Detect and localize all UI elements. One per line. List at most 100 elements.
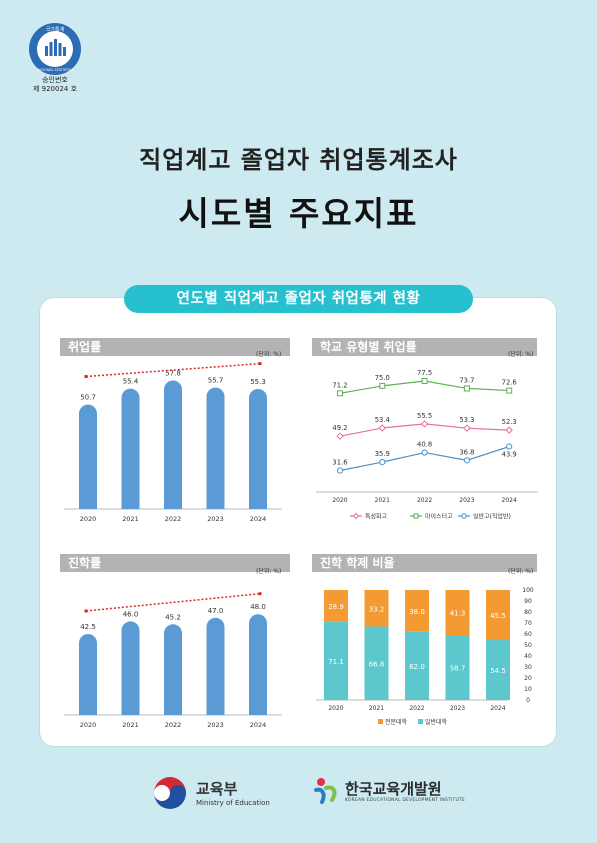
data-label: 53.3 — [459, 416, 474, 424]
y-tick-label: 60 — [524, 631, 532, 638]
series-point — [463, 385, 470, 392]
legend-marker — [352, 512, 360, 520]
data-label: 48.0 — [250, 603, 266, 611]
stack-bar-university — [486, 640, 510, 700]
x-tick-label: 2021 — [122, 515, 139, 523]
legend-label: 일반대학 — [425, 718, 448, 726]
series-point — [506, 387, 513, 394]
seal-ring-text: 국가통계 — [46, 26, 65, 33]
advancement-ratio-chart: 71.1 28.9 2020 66.8 33.2 2021 62.0 38.0 2022 58.7… — [316, 587, 534, 726]
bar — [164, 624, 182, 715]
trend-line — [85, 362, 261, 378]
data-label: 75.0 — [375, 374, 390, 382]
bar — [164, 380, 182, 509]
legend-label: 마이스터고 — [425, 513, 453, 521]
bar — [79, 634, 97, 715]
data-label: 49.2 — [332, 424, 347, 432]
x-tick-label: 2021 — [375, 497, 390, 504]
data-label: 33.2 — [369, 605, 385, 613]
school-type-chart: 71.2 75.0 77.5 73.7 72.6 49.2 53.4 55.5 53.3 52.3… — [316, 369, 538, 521]
section-pill: 연도별 직업계고 졸업자 취업통계 현황 — [124, 285, 473, 313]
x-tick-label: 2023 — [207, 515, 224, 523]
x-tick-label: 2020 — [80, 721, 97, 729]
legend-swatch — [418, 719, 423, 724]
data-label: 55.7 — [208, 377, 224, 385]
data-label: 72.6 — [502, 379, 517, 387]
stack-bar-university — [445, 635, 470, 700]
bar — [79, 404, 97, 509]
advancement-rate-header: 진학률 — [60, 554, 290, 572]
ministry-name-en: Ministry of Education — [196, 799, 270, 807]
data-label: 53.4 — [375, 416, 390, 424]
series-point — [336, 467, 344, 474]
x-tick-label: 2024 — [250, 721, 267, 729]
data-label: 73.7 — [459, 376, 474, 384]
x-tick-label: 2023 — [450, 705, 465, 712]
stack-bar-college — [364, 590, 389, 627]
page-title: 직업계고 졸업자 취업통계조사 — [139, 146, 458, 174]
bar — [206, 387, 225, 509]
x-tick-label: 2023 — [459, 497, 474, 504]
stack-bar-university — [324, 621, 348, 700]
x-tick-label: 2024 — [250, 515, 267, 523]
data-label: 77.5 — [417, 369, 432, 377]
y-tick-label: 90 — [524, 598, 532, 605]
data-label: 43.9 — [502, 451, 517, 459]
employment-rate-unit: (단위: %) — [256, 351, 282, 358]
y-tick-label: 10 — [524, 686, 532, 693]
data-label: 28.9 — [328, 603, 344, 611]
national-statistics-seal: 국가통계 NATIONAL STATISTICS 승인번호 제 920024 호 — [24, 22, 86, 94]
series-point — [421, 378, 428, 384]
data-label: 42.5 — [80, 623, 96, 631]
data-label: 45.2 — [165, 613, 181, 621]
legend-marker — [413, 513, 419, 519]
bar — [121, 621, 140, 715]
ministry-name: 교육부 — [196, 780, 238, 798]
kedi-logo-icon — [314, 778, 337, 804]
stack-bar-university — [364, 626, 389, 700]
data-label: 54.5 — [490, 667, 506, 675]
x-tick-label: 2022 — [409, 705, 424, 712]
x-tick-label: 2021 — [122, 721, 139, 729]
legend-swatch — [378, 719, 383, 724]
legend-label: 일반고(직업반) — [473, 513, 511, 521]
stack-bar-college — [486, 590, 510, 641]
data-label: 71.2 — [332, 381, 347, 389]
data-label: 45.5 — [490, 612, 506, 620]
data-label: 58.7 — [450, 665, 466, 673]
y-tick-label: 40 — [524, 653, 532, 660]
x-tick-label: 2022 — [165, 515, 182, 523]
x-tick-label: 2020 — [328, 705, 343, 712]
series-point — [463, 457, 470, 464]
school-type-unit: (단위: %) — [508, 351, 534, 358]
x-tick-label: 2020 — [80, 515, 97, 523]
data-label: 55.3 — [250, 378, 266, 386]
kedi-name: 한국교육개발원 — [345, 780, 442, 798]
bar — [249, 614, 267, 715]
x-tick-label: 2022 — [417, 497, 432, 504]
series-point — [420, 420, 429, 428]
stack-bar-college — [324, 590, 348, 622]
data-label: 62.0 — [409, 663, 425, 671]
bar — [249, 388, 267, 509]
approval-label: 승인번호 — [42, 76, 68, 84]
stack-bar-college — [445, 590, 470, 636]
data-label: 55.4 — [123, 378, 139, 386]
y-tick-label: 50 — [524, 642, 532, 649]
series-point — [336, 432, 344, 440]
legend-label: 특성화고 — [365, 513, 388, 521]
employment-rate-chart: 50.7 2020 55.4 2021 57.8 2022 55.7 2023 55.3 2024 — [64, 362, 282, 523]
y-tick-label: 0 — [526, 697, 530, 704]
series-point — [506, 443, 513, 450]
bar — [121, 388, 140, 509]
employment-rate-header: 취업률 — [60, 338, 290, 356]
stack-bar-university — [405, 631, 429, 700]
series-point — [421, 449, 428, 456]
approval-number: 제 920024 호 — [32, 85, 78, 93]
y-tick-label: 80 — [524, 609, 532, 616]
advancement-ratio-header: 진학 학제 비율 — [312, 554, 537, 572]
series-point — [378, 424, 387, 432]
data-label: 38.0 — [409, 608, 425, 616]
x-tick-label: 2020 — [332, 497, 347, 504]
x-tick-label: 2024 — [502, 497, 517, 504]
